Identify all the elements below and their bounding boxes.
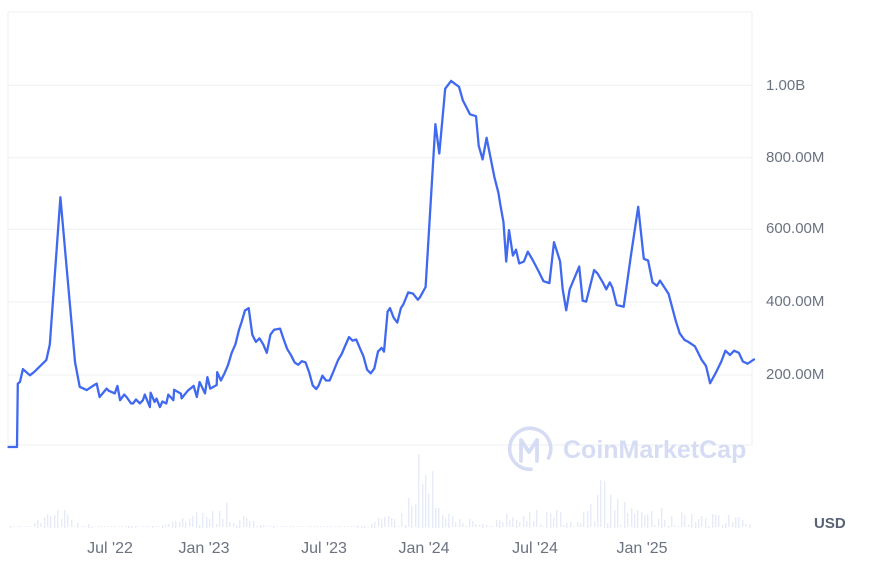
- svg-text:CoinMarketCap: CoinMarketCap: [563, 436, 746, 464]
